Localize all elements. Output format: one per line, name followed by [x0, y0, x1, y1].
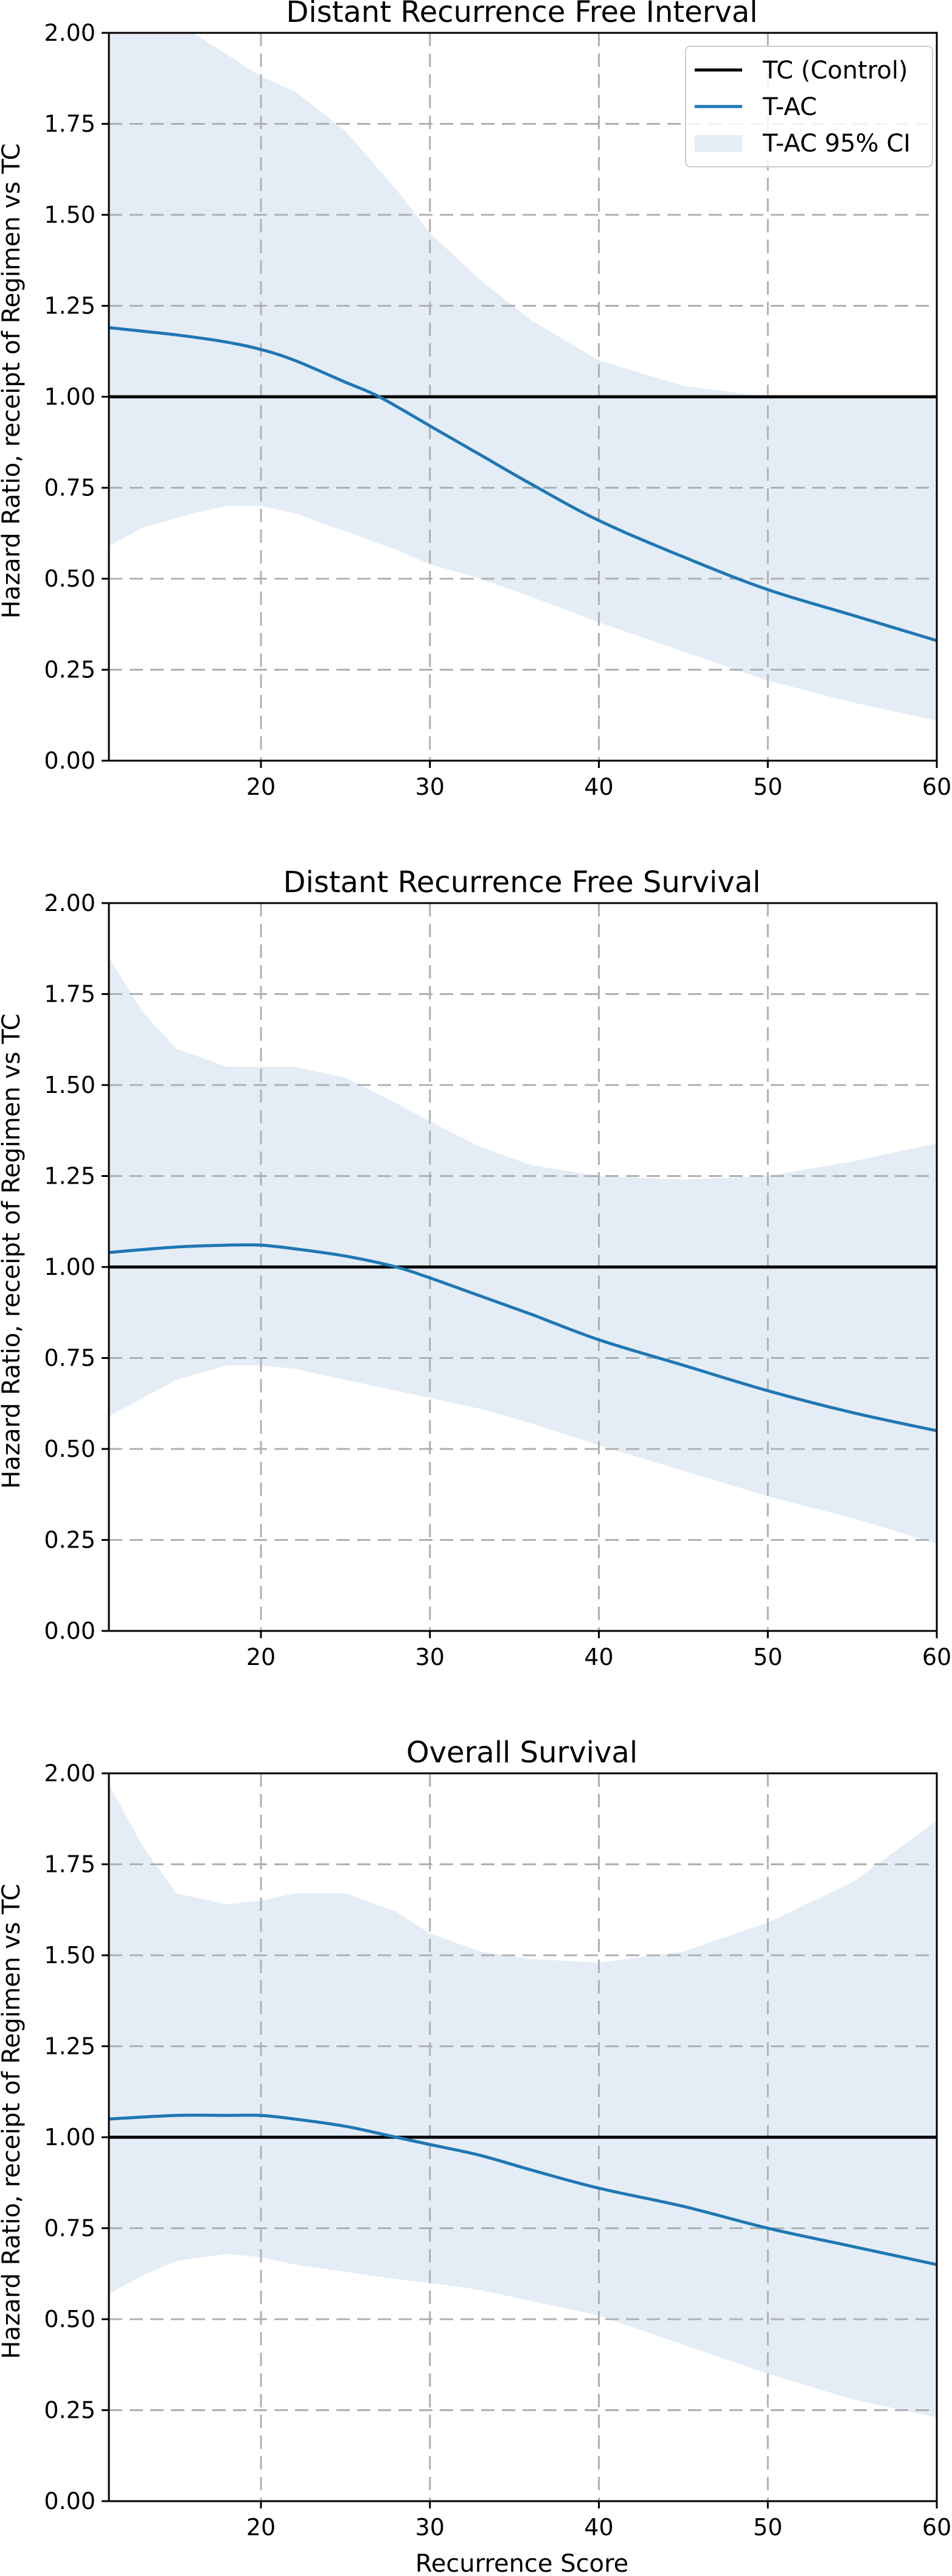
x-tick-label-2-4: 60	[922, 1644, 951, 1670]
chart-panel-3: Overall Survival Hazard Ratio, receipt o…	[0, 1736, 951, 2576]
y-tick-label-2-1: 0.25	[44, 1527, 96, 1554]
x-tick-label-1-2: 40	[584, 773, 613, 800]
y-tick-label-1-5: 1.25	[44, 293, 96, 319]
x-tick-label-3-1: 30	[415, 2514, 445, 2541]
y-tick-label-3-7: 1.75	[44, 1851, 96, 1878]
x-tick-label-3-2: 40	[584, 2514, 613, 2541]
legend-label-ci: T-AC 95% CI	[762, 130, 911, 158]
y-tick-label-3-5: 1.25	[44, 2033, 96, 2060]
x-tick-label-1-0: 20	[246, 773, 276, 800]
x-tick-label-2-1: 30	[415, 1644, 445, 1670]
chart-title-3: Overall Survival	[406, 1736, 638, 1770]
y-tick-label-2-3: 0.75	[44, 1345, 96, 1372]
x-tick-label-2-2: 40	[584, 1644, 613, 1670]
chart-panel-1: Distant Recurrence Free Interval Hazard …	[0, 0, 951, 800]
x-tick-label-1-3: 50	[753, 773, 782, 800]
x-tick-label-3-3: 50	[753, 2514, 782, 2541]
y-tick-label-1-2: 0.50	[44, 565, 96, 592]
y-tick-label-2-5: 1.25	[44, 1163, 96, 1190]
y-axis-label-1: Hazard Ratio, receipt of Regimen vs TC	[0, 143, 26, 618]
x-tick-label-1-1: 30	[415, 773, 445, 800]
ci-band-1	[109, 33, 937, 721]
chart-panel-2: Distant Recurrence Free Survival Hazard …	[0, 865, 951, 1670]
chart-title-2: Distant Recurrence Free Survival	[283, 865, 761, 899]
legend-label-tac: T-AC	[762, 93, 817, 121]
y-tick-label-3-4: 1.00	[44, 2124, 96, 2151]
y-tick-label-2-2: 0.50	[44, 1436, 96, 1462]
legend: TC (Control) T-AC T-AC 95% CI	[685, 46, 933, 167]
series-tac-line-1	[108, 326, 937, 643]
legend-swatch-ci	[695, 135, 742, 152]
chart-title-1: Distant Recurrence Free Interval	[286, 0, 757, 29]
y-tick-label-3-3: 0.75	[44, 2215, 96, 2242]
x-tick-label-2-3: 50	[753, 1644, 782, 1670]
legend-box	[685, 46, 933, 167]
ci-band-3	[109, 1784, 937, 2418]
series-tac-line-3	[108, 2114, 937, 2266]
y-tick-label-1-8: 2.00	[44, 19, 96, 46]
y-tick-label-2-8: 2.00	[44, 890, 96, 916]
series-tac-line-2	[108, 1243, 937, 1433]
x-tick-label-2-0: 20	[246, 1644, 276, 1670]
y-tick-label-2-7: 1.75	[44, 981, 96, 1008]
y-tick-label-3-0: 0.00	[44, 2488, 96, 2515]
y-tick-label-3-8: 2.00	[44, 1760, 96, 1787]
y-tick-label-1-1: 0.25	[44, 657, 96, 683]
y-tick-label-1-6: 1.50	[44, 201, 96, 228]
x-tick-label-3-4: 60	[922, 2514, 951, 2541]
y-tick-label-1-0: 0.00	[44, 747, 96, 774]
y-tick-label-1-3: 0.75	[44, 475, 96, 501]
x-axis-label-3: Recurrence Score	[415, 2550, 629, 2576]
legend-label-control: TC (Control)	[762, 57, 908, 85]
y-tick-label-3-1: 0.25	[44, 2397, 96, 2424]
y-tick-label-3-6: 1.50	[44, 1942, 96, 1969]
x-tick-label-3-0: 20	[246, 2514, 276, 2541]
y-axis-label-3: Hazard Ratio, receipt of Regimen vs TC	[0, 1883, 26, 2359]
y-tick-label-3-2: 0.50	[44, 2306, 96, 2333]
x-tick-label-1-4: 60	[922, 773, 951, 800]
ci-band-2	[109, 957, 937, 1544]
y-tick-label-2-4: 1.00	[44, 1254, 96, 1280]
y-tick-label-2-0: 0.00	[44, 1618, 96, 1644]
y-axis-label-2: Hazard Ratio, receipt of Regimen vs TC	[0, 1013, 26, 1489]
y-tick-label-1-4: 1.00	[44, 383, 96, 410]
y-tick-label-2-6: 1.50	[44, 1072, 96, 1098]
y-tick-label-1-7: 1.75	[44, 111, 96, 138]
